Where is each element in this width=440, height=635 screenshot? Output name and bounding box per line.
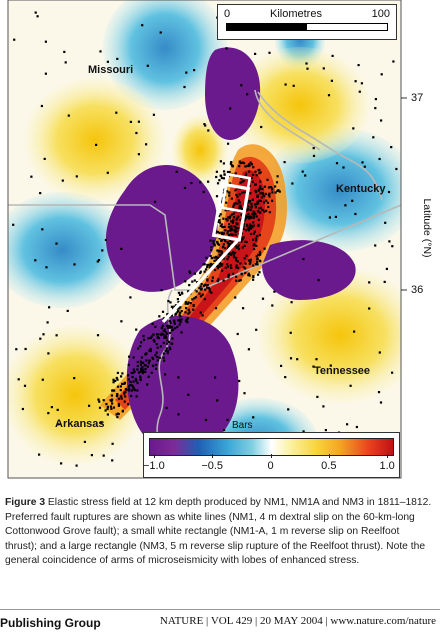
scale-max-label: 100 [371, 8, 390, 20]
microseismicity-dots [12, 11, 398, 474]
colorbar-tick-label: −1.0 [143, 460, 165, 472]
positive-stress-lobes [8, 47, 401, 465]
colorbar-tick-label: 0 [267, 460, 274, 472]
scale-bar-fill [227, 24, 307, 30]
scale-bar-box: 0 Kilometres 100 [217, 4, 397, 40]
colorbar-tick [153, 454, 155, 458]
colorbar-tick [387, 454, 389, 458]
colorbar-tick-label: 1.0 [379, 460, 395, 472]
footer-journal-info: NATURE | VOL 429 | 20 MAY 2004 | www.nat… [159, 615, 436, 627]
state-label-arkansas: Arkansas [55, 418, 105, 430]
colorbar-tick [328, 454, 330, 458]
colorbar-title: Bars [232, 420, 253, 431]
strong-negative-lobes [105, 47, 356, 451]
footer-rule [0, 609, 440, 610]
footer-publisher: Publishing Group [0, 616, 101, 630]
stress-field-map [7, 0, 407, 479]
colorbar-tick-label: 0.5 [321, 460, 337, 472]
figure-caption: Figure 3 Elastic stress field at 12 km d… [5, 496, 433, 569]
caption-text: Elastic stress field at 12 km depth prod… [5, 497, 432, 567]
state-label-tennessee: Tennessee [314, 365, 371, 377]
latitude-axis-label: Latitude (°N) [421, 198, 433, 258]
nm1-cottonwood-grove-fault [161, 238, 240, 324]
lat-label-37: 37 [411, 92, 424, 104]
nm1a-reelfoot-rectangle [220, 172, 252, 214]
state-label-kentucky: Kentucky [336, 183, 386, 195]
colorbar-tick-label: −0.5 [201, 460, 224, 472]
scale-bar [226, 23, 388, 31]
colorbar [149, 438, 394, 456]
caption-label: Figure 3 [5, 497, 46, 508]
colorbar-tick [270, 454, 272, 458]
nm3-reelfoot-rectangle [211, 182, 251, 242]
scale-min-label: 0 [224, 8, 231, 20]
fault-ruptures [161, 172, 252, 324]
colorbar-tick [212, 454, 214, 458]
colorbar-box: −1.0 −0.5 0 0.5 1.0 [143, 432, 400, 478]
scale-title: Kilometres [270, 8, 322, 20]
state-label-missouri: Missouri [88, 64, 134, 76]
map-frame [7, 0, 402, 479]
lat-label-36: 36 [411, 284, 424, 296]
